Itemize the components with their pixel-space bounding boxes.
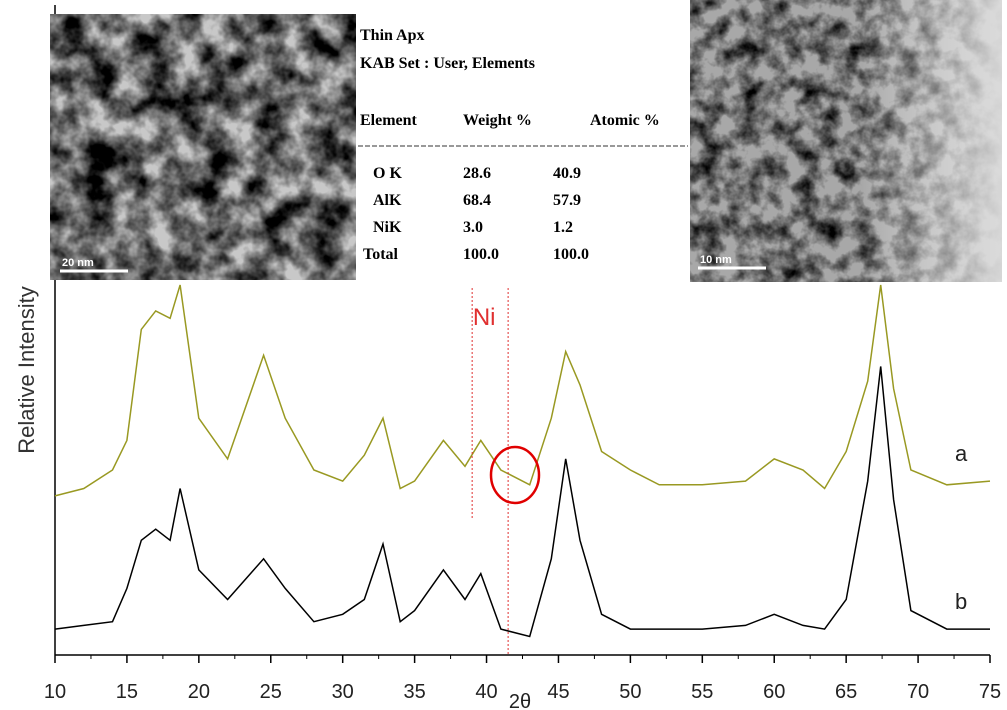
table-header: Atomic % <box>590 112 660 129</box>
x-tick-label: 65 <box>835 681 857 703</box>
table-cell: 3.0 <box>463 219 483 236</box>
x-tick-label: 45 <box>547 681 569 703</box>
series-line <box>55 285 990 496</box>
x-tick-label: 40 <box>475 681 497 703</box>
x-axis-label: 2θ <box>509 691 531 710</box>
table-cell: 1.2 <box>553 219 573 236</box>
series-label: a <box>955 441 968 466</box>
figure: 10 15 20 25 30 35 40 45 50 55 60 65 70 75 2θ Relative I… <box>0 0 1007 710</box>
table-cell: 57.9 <box>553 192 581 209</box>
table-subtitle: KAB Set : User, Elements <box>360 55 535 72</box>
table-cell: Total <box>363 246 399 263</box>
x-tick-label: 15 <box>116 681 138 703</box>
table-cell: 68.4 <box>463 192 491 209</box>
x-tick-label: 70 <box>907 681 929 703</box>
tem-image-right: 10 nm <box>690 0 1002 282</box>
table-cell: 100.0 <box>553 246 589 263</box>
x-tick-label: 10 <box>44 681 66 703</box>
x-tick-label: 50 <box>619 681 641 703</box>
table-cell: NiK <box>373 219 402 236</box>
annotation-label: Ni <box>473 304 496 331</box>
table-header: Weight % <box>463 112 532 129</box>
y-axis-label: Relative Intensity <box>14 286 39 454</box>
highlight-circle <box>491 447 539 503</box>
tem-image-left: 20 nm <box>50 14 356 280</box>
eds-table: Thin Apx KAB Set : User, Elements Elemen… <box>356 14 690 280</box>
table-cell: O K <box>373 165 402 182</box>
x-tick-label: 25 <box>260 681 282 703</box>
x-tick-label: 55 <box>691 681 713 703</box>
table-cell: 100.0 <box>463 246 499 263</box>
table-cell: AlK <box>373 192 402 209</box>
x-tick-label: 60 <box>763 681 785 703</box>
x-tick-label: 30 <box>332 681 354 703</box>
scale-label: 10 nm <box>700 254 732 266</box>
table-title: Thin Apx <box>360 27 424 44</box>
x-tick-label: 35 <box>403 681 425 703</box>
table-cell: 28.6 <box>463 165 491 182</box>
table-cell: 40.9 <box>553 165 581 182</box>
scale-label: 20 nm <box>62 257 94 269</box>
series-label: b <box>955 589 967 614</box>
x-tick-label: 75 <box>979 681 1001 703</box>
x-tick-label: 20 <box>188 681 210 703</box>
table-header: Element <box>360 112 418 129</box>
